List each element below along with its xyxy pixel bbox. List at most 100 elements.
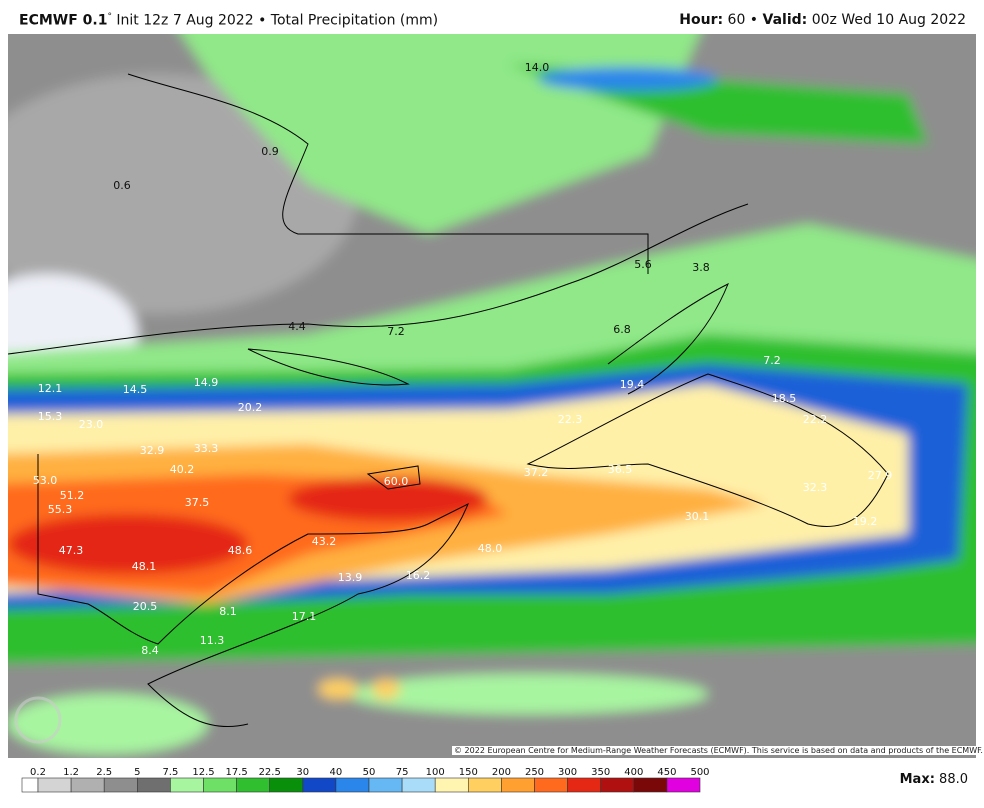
max: Max: 88.0 xyxy=(900,772,968,787)
colorbar-segment xyxy=(269,777,304,793)
colorbar: 0.2 1.2 2.5 5 7.5 12.5 17.5 22.5 30 40 50 75 100 150 2… xyxy=(21,767,710,793)
map-label: 7.2 xyxy=(387,325,405,338)
colorbar-tick-label: 12.5 xyxy=(192,767,214,778)
hour: 60 • xyxy=(727,12,759,28)
colorbar-segment xyxy=(534,777,568,793)
colorbar-segment xyxy=(401,777,436,793)
colorbar-tick-label: 350 xyxy=(591,767,610,778)
map-label: 5.6 xyxy=(634,258,652,271)
copyright: © 2022 European Centre for Medium-Range … xyxy=(452,746,984,755)
colorbar-segment xyxy=(70,777,105,793)
colorbar-tick-label: 450 xyxy=(657,767,676,778)
valid-label: Valid: xyxy=(762,12,808,28)
colorbar-segment xyxy=(236,777,271,793)
colorbar-segment xyxy=(600,777,635,793)
map-label: 55.3 xyxy=(48,503,73,516)
map-label: 14.5 xyxy=(123,383,148,396)
model: ECMWF 0.1 xyxy=(19,12,108,29)
map-label: 32.9 xyxy=(140,444,165,457)
colorbar-segment xyxy=(501,777,535,793)
map-label: 22.2 xyxy=(803,413,828,426)
max-value: 88.0 xyxy=(939,772,968,787)
map-label: 32.3 xyxy=(803,481,828,494)
map-label: 3.8 xyxy=(692,261,710,274)
colorbar-tick-label: 22.5 xyxy=(259,767,281,778)
colorbar-segment xyxy=(335,777,370,793)
colorbar-tick-label: 5 xyxy=(134,767,140,778)
map-label: 12.1 xyxy=(38,382,63,395)
colorbar-tick-label: 75 xyxy=(396,767,409,778)
colorbar-tick-label: 7.5 xyxy=(162,767,178,778)
map-label: 20.5 xyxy=(133,600,158,613)
map-label: 37.2 xyxy=(524,466,549,479)
map-label: 23.0 xyxy=(79,418,104,431)
map-label: 17.1 xyxy=(292,610,317,623)
map-labels: 14.0 0.9 0.6 5.6 3.8 4.4 7.2 6.8 12.1 14.5 14.9 19.… xyxy=(33,61,893,657)
colorbar-tick-label: 100 xyxy=(426,767,445,778)
colorbar-tick-label: 150 xyxy=(459,767,478,778)
map-label: 22.3 xyxy=(558,413,583,426)
map-label: 60.0 xyxy=(384,475,409,488)
max-label: Max: xyxy=(899,772,935,787)
map-label: 20.2 xyxy=(238,401,263,414)
colorbar-segment xyxy=(368,777,403,793)
map-label: 48.1 xyxy=(132,560,157,573)
colorbar-segment xyxy=(302,777,337,793)
colorbar-tick-label: 0.2 xyxy=(30,767,46,778)
colorbar-segment xyxy=(434,777,469,793)
map-label: 0.9 xyxy=(261,145,279,158)
valid: 00z Wed 10 Aug 2022 xyxy=(811,12,966,28)
colorbar-segment xyxy=(103,777,138,793)
colorbar-tick-label: 500 xyxy=(690,767,709,778)
colorbar-tick-label: 40 xyxy=(330,767,343,778)
colorbar-tick-label: 400 xyxy=(624,767,643,778)
colorbar-segment xyxy=(633,777,668,793)
colorbar-tick-label: 17.5 xyxy=(225,767,247,778)
map-label: 16.2 xyxy=(406,569,431,582)
map-label: 47.3 xyxy=(59,544,84,557)
map-label: 0.6 xyxy=(113,179,131,192)
map-label: 48.0 xyxy=(478,542,503,555)
map-label: 4.4 xyxy=(288,320,306,333)
map-label: 6.8 xyxy=(613,323,631,336)
map-label: 8.1 xyxy=(219,605,237,618)
map-label: 27.9 xyxy=(868,469,893,482)
colorbar-segments xyxy=(21,777,701,793)
precip-field xyxy=(8,34,976,758)
colorbar-labels: 0.2 1.2 2.5 5 7.5 12.5 17.5 22.5 30 40 50 75 100 150 2… xyxy=(30,767,710,778)
map-label: 7.2 xyxy=(763,354,781,367)
map-label: 15.3 xyxy=(38,410,63,423)
description: Init 12z 7 Aug 2022 • Total Precipitatio… xyxy=(116,12,439,29)
map-label: 19.4 xyxy=(620,378,645,391)
hour-label: Hour: xyxy=(679,12,724,28)
map-label: 33.3 xyxy=(194,442,219,455)
colorbar-tick-label: 30 xyxy=(296,767,309,778)
map-label: 14.9 xyxy=(194,376,219,389)
map-label: 36.5 xyxy=(608,463,633,476)
map-label: 37.5 xyxy=(185,496,210,509)
map-label: 13.9 xyxy=(338,571,363,584)
colorbar-segment xyxy=(137,777,171,793)
colorbar-tick-label: 1.2 xyxy=(63,767,79,778)
colorbar-segment xyxy=(21,777,39,793)
map-label: 18.5 xyxy=(772,392,797,405)
map-label: 40.2 xyxy=(170,463,195,476)
colorbar-tick-label: 2.5 xyxy=(96,767,112,778)
colorbar-tick-label: 200 xyxy=(492,767,511,778)
map-label: 43.2 xyxy=(312,535,337,548)
map-label: 8.4 xyxy=(141,644,159,657)
colorbar-segment xyxy=(467,777,502,793)
colorbar-segment xyxy=(666,777,701,793)
map: 14.0 0.9 0.6 5.6 3.8 4.4 7.2 6.8 12.1 14.5 14.9 19.… xyxy=(8,34,976,758)
coastlines xyxy=(8,73,889,728)
colorbar-tick-label: 300 xyxy=(558,767,577,778)
map-label: 19.2 xyxy=(853,515,878,528)
colorbar-segment xyxy=(567,777,601,793)
map-label: 48.6 xyxy=(228,544,253,557)
watermark xyxy=(14,696,62,744)
map-label: 14.0 xyxy=(525,61,550,74)
header-right: Hour: 60 • Valid: 00z Wed 10 Aug 2022 xyxy=(679,12,966,28)
colorbar-tick-label: 50 xyxy=(363,767,376,778)
map-label: 53.0 xyxy=(33,474,58,487)
